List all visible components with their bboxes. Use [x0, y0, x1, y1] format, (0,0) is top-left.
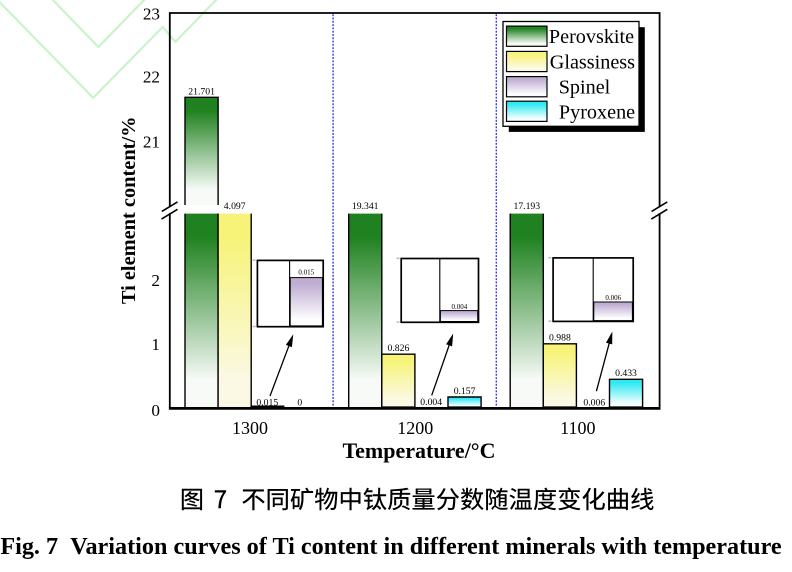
- svg-text:21: 21: [143, 133, 160, 152]
- svg-text:0.826: 0.826: [388, 343, 410, 354]
- svg-text:1: 1: [151, 335, 160, 354]
- svg-text:2: 2: [151, 271, 160, 290]
- svg-text:19.341: 19.341: [352, 201, 379, 212]
- svg-text:0.433: 0.433: [615, 368, 637, 379]
- svg-text:Spinel: Spinel: [559, 77, 611, 99]
- svg-text:1100: 1100: [560, 418, 595, 438]
- svg-text:Ti element content/%: Ti element content/%: [118, 116, 140, 304]
- svg-text:Perovskite: Perovskite: [549, 26, 634, 48]
- svg-text:0: 0: [297, 398, 302, 409]
- svg-text:0.157: 0.157: [454, 386, 476, 397]
- svg-text:Glassiness: Glassiness: [550, 52, 635, 74]
- svg-text:Pyroxene: Pyroxene: [559, 101, 635, 123]
- svg-text:0.006: 0.006: [583, 398, 605, 409]
- svg-text:17.193: 17.193: [513, 201, 540, 212]
- svg-text:0.006: 0.006: [605, 294, 621, 302]
- svg-text:0.015: 0.015: [256, 398, 278, 409]
- svg-text:0.004: 0.004: [420, 397, 442, 408]
- svg-text:4.097: 4.097: [224, 201, 246, 212]
- svg-text:Temperature/°C: Temperature/°C: [342, 438, 495, 463]
- svg-text:0.004: 0.004: [452, 303, 468, 311]
- svg-text:1300: 1300: [232, 418, 268, 438]
- svg-text:1200: 1200: [397, 418, 433, 438]
- svg-text:21.701: 21.701: [188, 87, 215, 98]
- svg-text:0.015: 0.015: [298, 269, 314, 277]
- svg-text:0.988: 0.988: [549, 333, 571, 344]
- svg-text:Fig. 7 Variation curves of Ti: Fig. 7 Variation curves of Ti content in…: [0, 533, 782, 560]
- svg-text:23: 23: [143, 5, 160, 24]
- svg-text:22: 22: [143, 67, 160, 86]
- svg-text:0: 0: [151, 401, 160, 420]
